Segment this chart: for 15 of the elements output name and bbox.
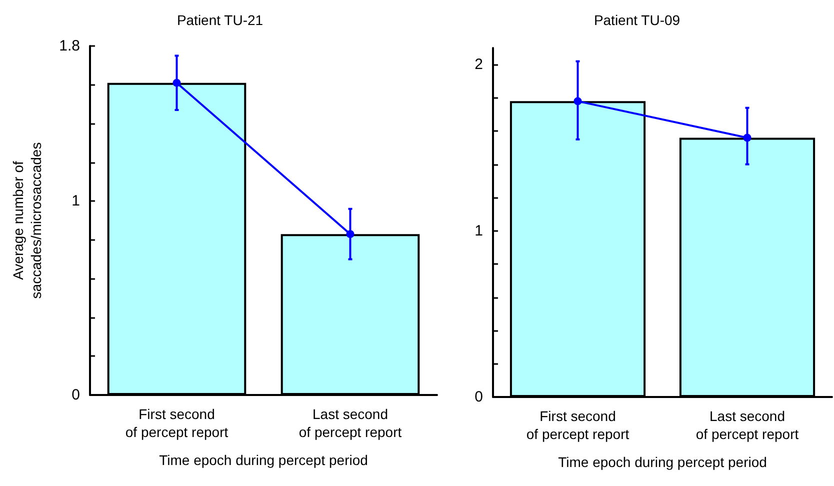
y-tick-label: 1 bbox=[474, 222, 483, 240]
x-tick-label: First second of percept report bbox=[526, 408, 630, 442]
y-tick-label: 0 bbox=[72, 386, 80, 404]
y-axis-title: Average number of saccades/microsaccades bbox=[10, 142, 44, 299]
x-tick-label: First second of percept report bbox=[125, 406, 228, 440]
chart-title: Patient TU-09 bbox=[594, 12, 680, 28]
y-tick-label: 0 bbox=[474, 388, 483, 406]
x-axis-title: Time epoch during percept period bbox=[159, 452, 368, 468]
y-tick-label: 1.8 bbox=[59, 38, 80, 54]
x-tick-label: Last second of percept report bbox=[696, 408, 799, 442]
x-tick-label: Last second of percept report bbox=[298, 406, 402, 440]
chart-title: Patient TU-21 bbox=[176, 12, 264, 28]
y-tick-label: 2 bbox=[474, 56, 483, 74]
x-axis-title: Time epoch during percept period bbox=[558, 454, 767, 470]
y-tick-label: 1 bbox=[72, 192, 80, 210]
